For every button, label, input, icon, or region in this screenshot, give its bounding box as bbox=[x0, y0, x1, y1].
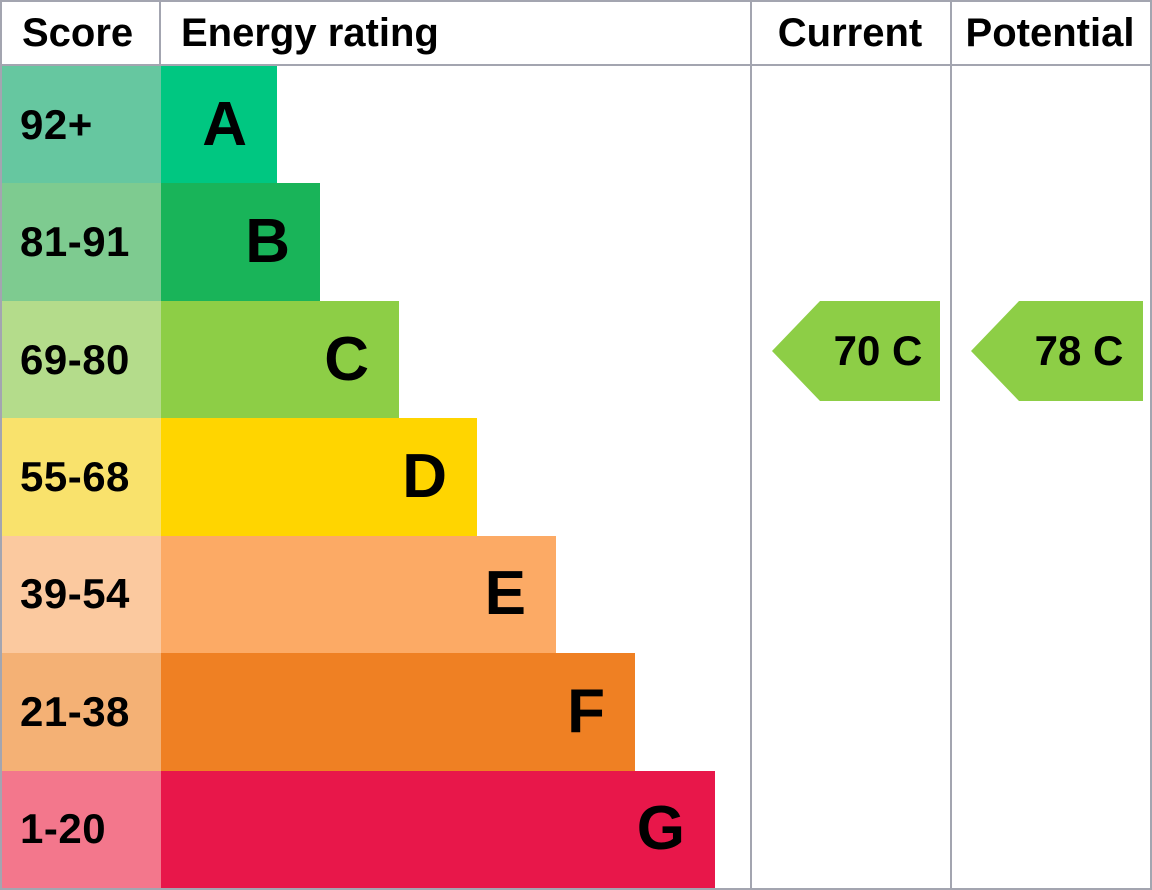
band-letter: F bbox=[567, 676, 605, 746]
header-current: Current bbox=[777, 10, 923, 55]
band-row: 69-80 C bbox=[2, 300, 1150, 419]
potential-rating-label: 78 C bbox=[1034, 327, 1124, 374]
header-row: Score Energy rating Current Potential bbox=[2, 2, 1150, 66]
band-bar: D bbox=[161, 418, 477, 536]
band-row: 92+ A bbox=[2, 66, 1150, 184]
band-row: 55-68 D bbox=[2, 418, 1150, 536]
band-letter: C bbox=[324, 324, 369, 394]
divider-current-potential bbox=[950, 2, 952, 888]
band-score-range: 21-38 bbox=[2, 653, 161, 771]
band-bar: E bbox=[161, 535, 556, 654]
band-bar: C bbox=[161, 300, 399, 419]
band-bar: A bbox=[161, 66, 277, 184]
band-letter: D bbox=[402, 441, 447, 511]
header-potential: Potential bbox=[965, 10, 1135, 55]
band-bar: B bbox=[161, 183, 320, 301]
band-score-range: 81-91 bbox=[2, 183, 161, 301]
band-row: 21-38 F bbox=[2, 653, 1150, 771]
band-letter: B bbox=[245, 207, 290, 277]
band-rows: 92+ A 81-91 B 69-80 C 55-68 D 39-54 E 21… bbox=[2, 66, 1150, 888]
divider-energy-current bbox=[750, 2, 752, 888]
band-bar: G bbox=[161, 770, 715, 888]
band-score-range: 69-80 bbox=[2, 300, 161, 419]
band-score-range: 39-54 bbox=[2, 535, 161, 654]
band-score-range: 55-68 bbox=[2, 418, 161, 536]
band-bar: F bbox=[161, 653, 635, 771]
header-energy-rating: Energy rating bbox=[181, 10, 439, 55]
band-letter: A bbox=[202, 89, 247, 159]
band-row: 39-54 E bbox=[2, 535, 1150, 654]
band-letter: E bbox=[484, 559, 526, 629]
band-letter: G bbox=[636, 794, 685, 864]
band-row: 1-20 G bbox=[2, 770, 1150, 888]
band-score-range: 92+ bbox=[2, 66, 161, 184]
current-rating-label: 70 C bbox=[833, 327, 923, 374]
band-score-range: 1-20 bbox=[2, 770, 161, 888]
band-row: 81-91 B bbox=[2, 183, 1150, 301]
header-score: Score bbox=[2, 2, 161, 64]
